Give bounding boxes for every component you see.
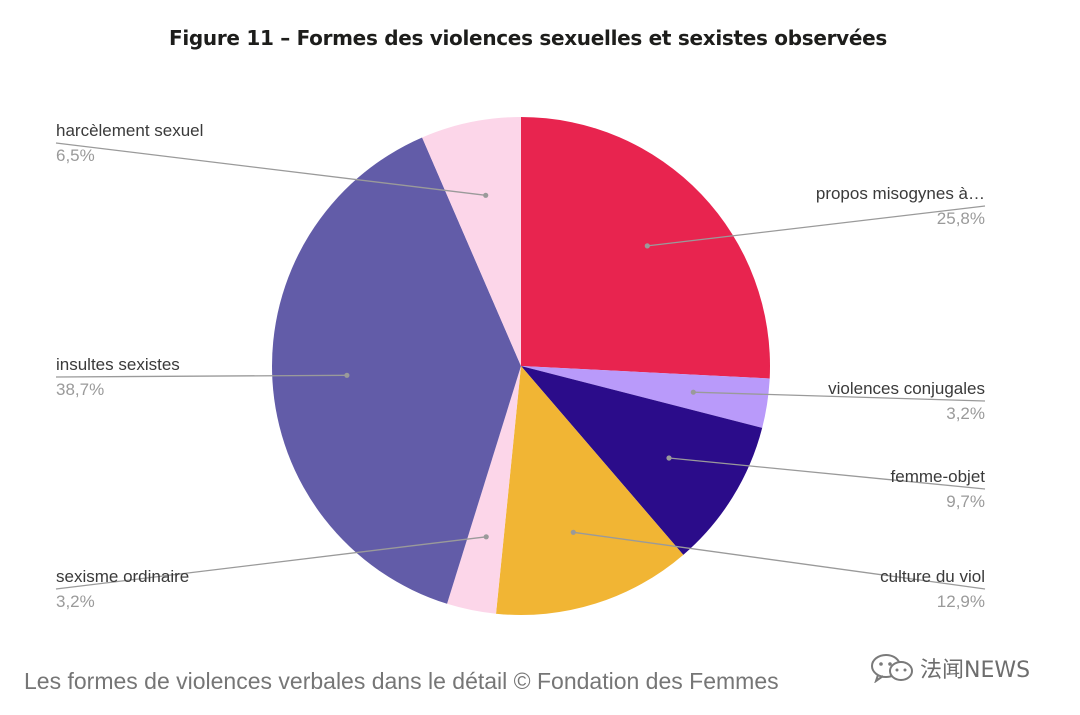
leader-dot-culture-du-viol	[570, 529, 576, 535]
slice-label-insultes-sexistes: insultes sexistes	[56, 355, 180, 374]
pie-slice-sexisme-ordinaire	[447, 366, 521, 614]
chart-title: Figure 11 – Formes des violences sexuell…	[168, 26, 888, 50]
leader-line-culture-du-viol	[573, 531, 986, 590]
leader-line-femme-objet	[668, 457, 986, 490]
leader-line-insultes-sexistes	[55, 374, 347, 378]
leader-dot-insultes-sexistes	[344, 372, 350, 378]
leader-dot-propos-misogynes-a	[644, 243, 650, 249]
leader-dot-femme-objet	[666, 455, 672, 461]
slice-value-insultes-sexistes: 38,7%	[56, 380, 104, 399]
figure-caption: Les formes de violences verbales dans le…	[24, 668, 779, 694]
slice-value-femme-objet: 9,7%	[946, 492, 985, 511]
pie-slice-harcelement-sexuel	[422, 117, 521, 366]
slice-value-sexisme-ordinaire: 3,2%	[56, 592, 95, 611]
slice-label-femme-objet: femme-objet	[891, 467, 986, 486]
slice-labels: propos misogynes à… 25,8% violences conjug…	[56, 121, 985, 611]
slice-value-harcelement-sexuel: 6,5%	[56, 146, 95, 165]
leader-dot-violences-conjugales	[690, 389, 696, 395]
slice-value-violences-conjugales: 3,2%	[946, 404, 985, 423]
pie-slice-femme-objet	[521, 366, 763, 555]
leader-line-propos-misogynes-a	[647, 205, 986, 247]
leader-lines	[55, 142, 986, 590]
pie-chart: propos misogynes à… 25,8% violences conjug…	[55, 117, 986, 615]
slice-label-harcelement-sexuel: harcèlement sexuel	[56, 121, 203, 140]
leader-line-harcelement-sexuel	[55, 142, 486, 196]
wechat-icon	[871, 654, 913, 683]
pie-slice-culture-du-viol	[496, 366, 684, 615]
pie-slice-insultes-sexistes	[272, 137, 521, 604]
leader-dot-sexisme-ordinaire	[483, 534, 489, 540]
watermark-text: 法闻NEWS	[920, 658, 1031, 683]
slice-label-sexisme-ordinaire: sexisme ordinaire	[56, 567, 189, 586]
pie-slices	[272, 117, 771, 615]
pie-slice-violences-conjugales	[521, 366, 770, 428]
leader-dot-harcelement-sexuel	[483, 192, 489, 198]
slice-label-propos-misogynes-a: propos misogynes à…	[816, 184, 985, 203]
leader-line-sexisme-ordinaire	[55, 536, 487, 590]
leader-line-violences-conjugales	[693, 391, 986, 402]
slice-label-violences-conjugales: violences conjugales	[828, 379, 985, 398]
slice-value-culture-du-viol: 12,9%	[937, 592, 985, 611]
watermark: 法闻NEWS	[870, 652, 1030, 684]
slice-label-culture-du-viol: culture du viol	[880, 567, 985, 586]
slice-value-propos-misogynes-a: 25,8%	[937, 209, 985, 228]
